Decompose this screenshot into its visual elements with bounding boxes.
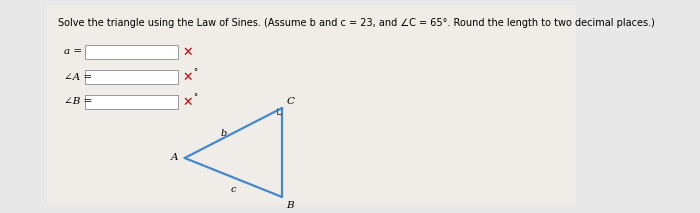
Text: ✕: ✕ <box>182 71 192 83</box>
Text: A: A <box>170 154 178 163</box>
Text: °: ° <box>193 94 197 102</box>
Bar <box>85 95 178 109</box>
Text: C: C <box>286 97 294 106</box>
Text: Solve the triangle using the Law of Sines. (Assume b and c = 23, and ∠C = 65°. R: Solve the triangle using the Law of Sine… <box>57 18 654 28</box>
Text: ∠A =: ∠A = <box>64 72 92 82</box>
Text: b: b <box>220 128 227 138</box>
Text: ✕: ✕ <box>182 95 192 108</box>
Text: °: ° <box>193 69 197 78</box>
Bar <box>85 45 178 59</box>
Text: a =: a = <box>64 47 82 56</box>
Text: B: B <box>286 201 294 210</box>
Bar <box>85 70 178 84</box>
Text: c: c <box>230 186 236 194</box>
Text: ✕: ✕ <box>182 46 192 59</box>
Text: ∠B =: ∠B = <box>64 98 92 106</box>
FancyBboxPatch shape <box>47 5 576 205</box>
